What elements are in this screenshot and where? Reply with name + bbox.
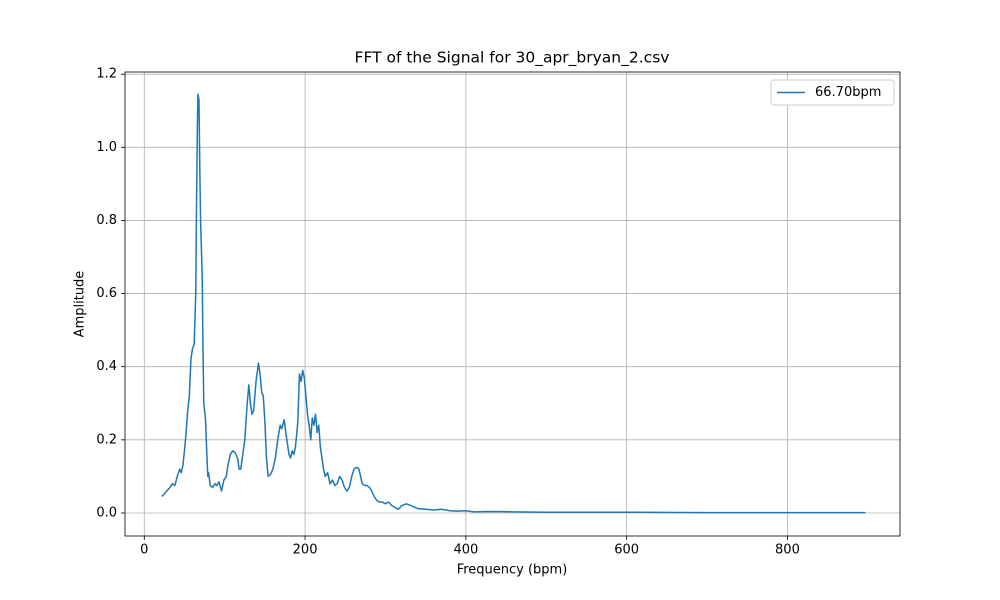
chart-title: FFT of the Signal for 30_apr_bryan_2.csv [355, 49, 670, 68]
x-tick-label: 600 [614, 543, 639, 558]
x-tick-label: 0 [140, 543, 148, 558]
y-tick-label: 0.6 [96, 286, 117, 301]
x-axis-label: Frequency (bpm) [457, 563, 568, 578]
plot-frame [124, 71, 901, 537]
y-tick-label: 0.2 [96, 432, 117, 447]
y-tick-label: 1.2 [96, 67, 117, 82]
y-tick-label: 1.0 [96, 140, 117, 155]
y-tick-label: 0.0 [96, 505, 117, 520]
x-tick-label: 800 [775, 543, 800, 558]
x-tick-label: 400 [453, 543, 478, 558]
data-line [161, 93, 866, 514]
y-tick-label: 0.8 [96, 213, 117, 228]
y-axis-label: Amplitude [73, 271, 88, 338]
legend-box [770, 79, 895, 106]
x-tick-label: 200 [293, 543, 318, 558]
y-tick-label: 0.4 [96, 359, 117, 374]
legend-label: 66.70bpm [815, 85, 881, 100]
